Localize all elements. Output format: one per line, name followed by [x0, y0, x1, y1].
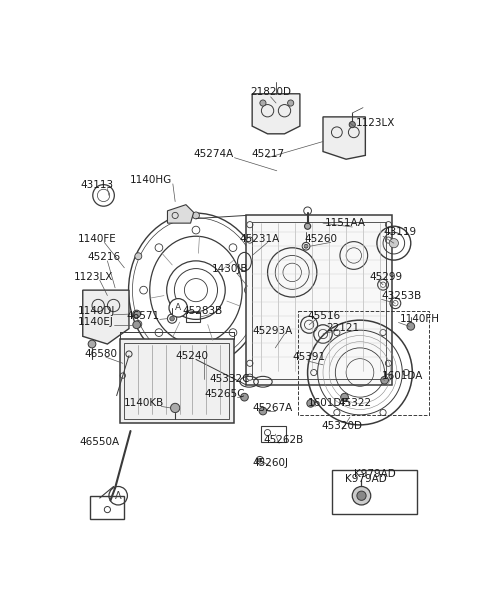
Text: 1123LX: 1123LX	[355, 118, 395, 128]
Text: A: A	[175, 303, 181, 312]
Text: 45320D: 45320D	[322, 421, 362, 431]
Text: 46571: 46571	[126, 310, 159, 320]
Text: 1140KB: 1140KB	[124, 398, 165, 408]
Circle shape	[135, 253, 142, 260]
Circle shape	[260, 100, 266, 106]
Text: 22121: 22121	[326, 323, 359, 333]
Circle shape	[170, 316, 174, 321]
Text: 1123LX: 1123LX	[73, 272, 113, 282]
Text: 45260: 45260	[304, 234, 337, 243]
Text: 1601DF: 1601DF	[308, 398, 348, 408]
Text: K979AD: K979AD	[345, 474, 387, 484]
Text: 43253B: 43253B	[382, 290, 422, 300]
Bar	[262, 426, 286, 442]
Text: 45240: 45240	[176, 350, 209, 360]
Circle shape	[352, 487, 371, 505]
Text: A: A	[115, 491, 121, 501]
Text: K979AD: K979AD	[354, 469, 396, 479]
Text: 45322: 45322	[338, 398, 372, 408]
Bar	[332, 469, 417, 514]
Text: 45260J: 45260J	[252, 458, 288, 468]
Circle shape	[341, 393, 348, 401]
Text: 45231A: 45231A	[240, 234, 280, 243]
Circle shape	[169, 299, 188, 317]
Text: 1140EJ: 1140EJ	[78, 317, 114, 327]
Bar	[246, 216, 392, 385]
Circle shape	[307, 399, 314, 407]
Text: 1601DA: 1601DA	[382, 370, 423, 380]
Circle shape	[250, 253, 257, 260]
Text: 45293A: 45293A	[252, 326, 292, 336]
Text: 1140DJ: 1140DJ	[78, 306, 116, 316]
Text: 1140HG: 1140HG	[130, 175, 172, 185]
Text: 43113: 43113	[80, 180, 113, 190]
Text: 45283B: 45283B	[183, 306, 223, 316]
Text: 45516: 45516	[308, 310, 341, 320]
Text: 45267A: 45267A	[252, 403, 292, 413]
Circle shape	[258, 458, 262, 462]
Text: 21820D: 21820D	[250, 87, 291, 97]
Text: 45265C: 45265C	[204, 389, 245, 399]
Text: 45262B: 45262B	[263, 435, 303, 445]
Text: 43119: 43119	[383, 227, 416, 237]
Circle shape	[389, 239, 398, 248]
Circle shape	[349, 121, 355, 128]
Text: 1140FE: 1140FE	[78, 234, 117, 243]
Bar	[90, 496, 124, 519]
Text: 1140FH: 1140FH	[400, 313, 440, 323]
Text: 45332C: 45332C	[209, 373, 250, 383]
Text: 45274A: 45274A	[193, 149, 234, 159]
Circle shape	[259, 407, 267, 415]
Circle shape	[133, 321, 141, 329]
Bar	[186, 312, 200, 322]
Circle shape	[240, 393, 248, 401]
Polygon shape	[83, 290, 129, 344]
Bar	[252, 221, 386, 379]
Circle shape	[192, 212, 199, 219]
Circle shape	[304, 223, 311, 229]
Circle shape	[88, 340, 96, 348]
Bar	[120, 339, 234, 423]
Text: 1430JB: 1430JB	[212, 264, 249, 274]
Circle shape	[192, 362, 199, 368]
Text: 46550A: 46550A	[80, 437, 120, 447]
Text: 46580: 46580	[84, 349, 117, 359]
Circle shape	[133, 310, 141, 318]
Circle shape	[304, 244, 308, 248]
Circle shape	[288, 100, 294, 106]
Circle shape	[381, 376, 388, 384]
Text: 45217: 45217	[251, 149, 284, 159]
Polygon shape	[252, 94, 300, 134]
Polygon shape	[168, 204, 193, 223]
Polygon shape	[323, 117, 365, 159]
Text: 45299: 45299	[369, 272, 402, 282]
Circle shape	[135, 320, 142, 327]
Text: 1151AA: 1151AA	[324, 218, 366, 228]
Text: 45216: 45216	[87, 252, 120, 262]
Text: 45391: 45391	[292, 352, 325, 362]
Circle shape	[250, 320, 257, 327]
Bar	[299, 311, 429, 415]
Bar	[124, 343, 229, 419]
Circle shape	[170, 403, 180, 412]
Circle shape	[407, 322, 415, 330]
Circle shape	[357, 491, 366, 500]
